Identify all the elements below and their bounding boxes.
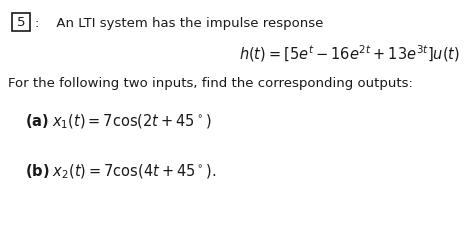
Text: $\mathbf{(a)}\; x_1(t) = 7\cos(2t + 45^\circ)$: $\mathbf{(a)}\; x_1(t) = 7\cos(2t + 45^\… bbox=[25, 112, 211, 131]
Text: $\mathbf{(b)}\; x_2(t) = 7\cos(4t + 45^\circ).$: $\mathbf{(b)}\; x_2(t) = 7\cos(4t + 45^\… bbox=[25, 162, 217, 180]
Text: For the following two inputs, find the corresponding outputs:: For the following two inputs, find the c… bbox=[8, 77, 413, 90]
Text: 5: 5 bbox=[17, 16, 25, 29]
Bar bbox=[12, 14, 30, 32]
Text: $h(t) = \left[5e^{t} - 16e^{2t} + 13e^{3t}\right] u(t)$: $h(t) = \left[5e^{t} - 16e^{2t} + 13e^{3… bbox=[239, 43, 460, 64]
Text: :    An LTI system has the impulse response: : An LTI system has the impulse response bbox=[35, 16, 323, 29]
